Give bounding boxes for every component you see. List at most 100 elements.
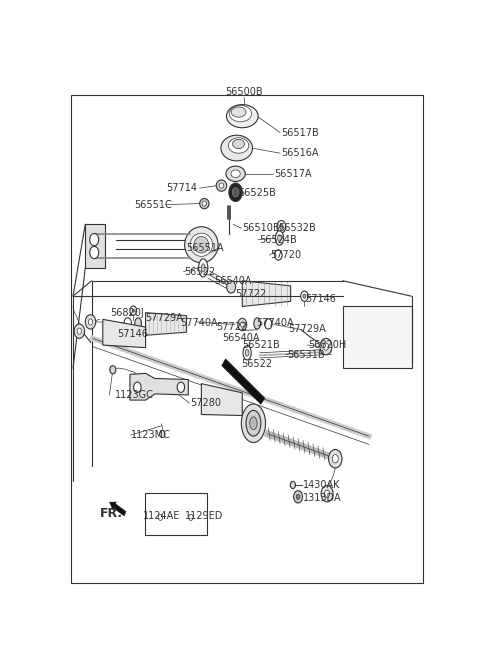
Bar (145, 493, 207, 535)
Text: 56500B: 56500B (225, 87, 263, 97)
Text: 56524B: 56524B (259, 234, 297, 244)
Text: 1313DA: 1313DA (303, 493, 342, 503)
Ellipse shape (246, 410, 261, 436)
Text: 56525B: 56525B (239, 188, 276, 198)
Circle shape (110, 365, 116, 374)
Text: 57714: 57714 (166, 183, 197, 193)
Circle shape (229, 183, 242, 202)
Text: 56551A: 56551A (186, 243, 224, 253)
Bar (343, 307, 411, 368)
Ellipse shape (135, 318, 142, 329)
Ellipse shape (216, 180, 227, 191)
Ellipse shape (229, 106, 252, 122)
Polygon shape (130, 373, 188, 400)
Text: 56516A: 56516A (281, 148, 319, 158)
Polygon shape (103, 319, 145, 347)
Polygon shape (222, 359, 264, 404)
Text: 56551C: 56551C (134, 200, 172, 210)
Polygon shape (242, 281, 290, 307)
Circle shape (320, 339, 332, 355)
Circle shape (90, 233, 99, 246)
Text: 56522: 56522 (241, 359, 272, 369)
Circle shape (277, 220, 286, 233)
Text: 57722: 57722 (235, 289, 266, 299)
Text: 1430AK: 1430AK (303, 480, 341, 490)
Circle shape (133, 382, 141, 392)
Text: 57740A: 57740A (256, 318, 294, 328)
Circle shape (160, 430, 165, 438)
Circle shape (189, 514, 193, 520)
Ellipse shape (245, 349, 249, 356)
Text: 57146: 57146 (305, 294, 336, 304)
Text: 57720: 57720 (270, 250, 301, 260)
Circle shape (240, 322, 244, 327)
FancyArrow shape (109, 502, 126, 516)
Circle shape (332, 455, 338, 463)
Text: 56517A: 56517A (274, 169, 312, 179)
Text: 56540A: 56540A (222, 333, 260, 343)
Polygon shape (145, 313, 186, 335)
Circle shape (90, 246, 99, 259)
Ellipse shape (221, 135, 252, 161)
Text: 57740A: 57740A (180, 318, 217, 328)
Ellipse shape (194, 236, 209, 253)
Circle shape (130, 306, 137, 315)
Ellipse shape (200, 198, 209, 208)
Text: 57280: 57280 (190, 398, 221, 408)
Circle shape (77, 328, 82, 334)
Text: 56510B: 56510B (242, 223, 280, 233)
Ellipse shape (219, 183, 224, 188)
Text: 57146: 57146 (118, 329, 148, 339)
Text: 1123MC: 1123MC (132, 430, 171, 440)
Ellipse shape (243, 345, 251, 360)
Ellipse shape (233, 140, 244, 148)
Text: 57729A: 57729A (145, 313, 182, 323)
Text: 56820J: 56820J (110, 308, 144, 318)
Circle shape (324, 343, 329, 350)
Circle shape (232, 188, 239, 197)
Ellipse shape (226, 166, 245, 182)
Circle shape (238, 319, 247, 331)
Circle shape (227, 281, 236, 293)
Circle shape (177, 382, 185, 392)
Ellipse shape (202, 201, 206, 206)
Ellipse shape (227, 105, 258, 128)
Circle shape (290, 482, 296, 488)
Text: 56531B: 56531B (287, 350, 324, 360)
Text: FR.: FR. (100, 507, 123, 520)
Ellipse shape (231, 170, 240, 178)
Text: 57729A: 57729A (288, 323, 326, 333)
Ellipse shape (276, 231, 284, 245)
Circle shape (279, 224, 283, 229)
Circle shape (275, 250, 282, 260)
Circle shape (124, 318, 132, 328)
Circle shape (158, 514, 163, 520)
Ellipse shape (190, 233, 213, 257)
Polygon shape (202, 383, 242, 415)
Circle shape (264, 319, 272, 329)
Circle shape (303, 294, 306, 298)
Circle shape (321, 486, 333, 502)
Circle shape (85, 315, 96, 329)
Circle shape (300, 291, 308, 301)
Text: 1129ED: 1129ED (185, 511, 223, 521)
Ellipse shape (228, 138, 249, 153)
Ellipse shape (231, 107, 246, 117)
Ellipse shape (185, 226, 218, 263)
Ellipse shape (199, 259, 208, 277)
Circle shape (324, 490, 330, 497)
Polygon shape (85, 224, 105, 268)
Text: 56532B: 56532B (278, 223, 316, 233)
Circle shape (294, 490, 302, 503)
Text: 1124AE: 1124AE (143, 511, 180, 521)
Circle shape (296, 494, 300, 500)
Text: 56521B: 56521B (242, 340, 280, 350)
Text: 57722: 57722 (216, 322, 248, 332)
Text: 56517B: 56517B (281, 128, 319, 138)
Ellipse shape (277, 234, 281, 241)
Circle shape (132, 309, 134, 312)
Circle shape (329, 450, 342, 468)
Text: 1123GC: 1123GC (115, 390, 154, 400)
Circle shape (74, 324, 84, 339)
Circle shape (88, 319, 93, 325)
